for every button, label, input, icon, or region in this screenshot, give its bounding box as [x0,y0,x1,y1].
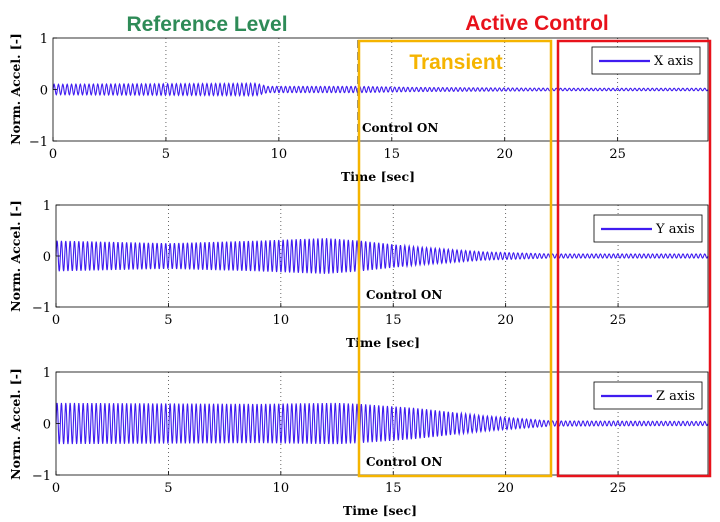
panel-z-xtick-label: 15 [385,481,402,496]
panel-z-legend-text: Z axis [656,389,695,404]
panel-x-xlabel: Time [sec] [341,169,415,184]
panel-z-xtick-label: 5 [164,481,172,496]
panel-z-xtick-label: 0 [52,481,60,496]
panel-y-signal [55,238,709,274]
panel-y: Control ON 0 5 10 15 20 25−101 Norm. Accel. [… [8,199,709,350]
panel-y-legend: Y axis [593,214,703,243]
panel-x-xtick-label: 15 [384,147,401,162]
panel-y-xtick-label: 25 [610,313,627,328]
panel-z-series-line [55,402,709,445]
panel-z-ytick-label: −1 [32,469,51,484]
panel-x-legend: X axis [591,46,701,75]
panel-x-control-on-label: Control ON [362,121,438,135]
panel-y-xtick-label: 5 [164,313,172,328]
panel-x-xtick-label: 20 [496,147,513,162]
panel-y-ticks: 0 5 10 15 20 25−101 [32,199,627,328]
panel-x-xtick-label: 5 [162,147,170,162]
transient-label: Transient [409,51,502,74]
panel-z-ticks: 0 5 10 15 20 25−101 [32,366,627,496]
panel-y-xtick-label: 10 [273,313,290,328]
panel-y-ytick-label: −1 [32,301,51,316]
panel-x-ytick-label: −1 [29,135,48,150]
panel-x: Control ON 0 5 10 15 20 25−101 Norm. Accel. [… [8,32,709,184]
panel-y-ylabel: Norm. Accel. [-] [8,200,23,312]
panel-z-ytick-label: 1 [43,366,51,381]
panel-x-ticks: 0 5 10 15 20 25−101 [29,32,626,162]
panel-z-legend: Z axis [593,381,703,410]
panel-y-xlabel: Time [sec] [346,335,420,350]
panel-y-xtick-label: 0 [52,313,60,328]
active-control-box [556,39,712,478]
panel-x-signal [52,81,709,98]
panel-x-xtick-label: 25 [609,147,626,162]
panel-y-xtick-label: 20 [497,313,514,328]
panel-x-ytick-label: 1 [40,32,48,47]
active-control-label: Active Control [465,12,609,35]
panel-x-ytick-label: 0 [40,84,48,99]
panel-y-series-line [55,238,709,274]
panel-x-xtick-label: 10 [271,147,288,162]
panel-y-xtick-label: 15 [385,313,402,328]
panel-y-ytick-label: 1 [43,199,51,214]
panel-z-xtick-label: 20 [497,481,514,496]
panel-x-ylabel: Norm. Accel. [-] [8,33,23,145]
panel-z-signal [55,402,709,445]
panel-y-ytick-label: 0 [43,250,51,265]
panel-x-xtick-label: 0 [49,147,57,162]
panel-y-control-on-label: Control ON [366,288,442,302]
panel-z-control-on-label: Control ON [366,455,442,469]
panel-y-legend-text: Y axis [655,222,695,237]
panel-z-ylabel: Norm. Accel. [-] [8,368,23,480]
panel-x-legend-text: X axis [654,54,693,69]
panel-z-xtick-label: 10 [273,481,290,496]
transient-box [357,39,553,478]
panel-z-xlabel: Time [sec] [343,503,417,518]
panel-z-ytick-label: 0 [43,418,51,433]
panel-z: Control ON 0 5 10 15 20 25−101 Norm. Accel. [… [8,366,709,518]
panel-x-series-line [52,81,709,98]
panel-z-xtick-label: 25 [610,481,627,496]
reference-level-label: Reference Level [126,13,287,36]
